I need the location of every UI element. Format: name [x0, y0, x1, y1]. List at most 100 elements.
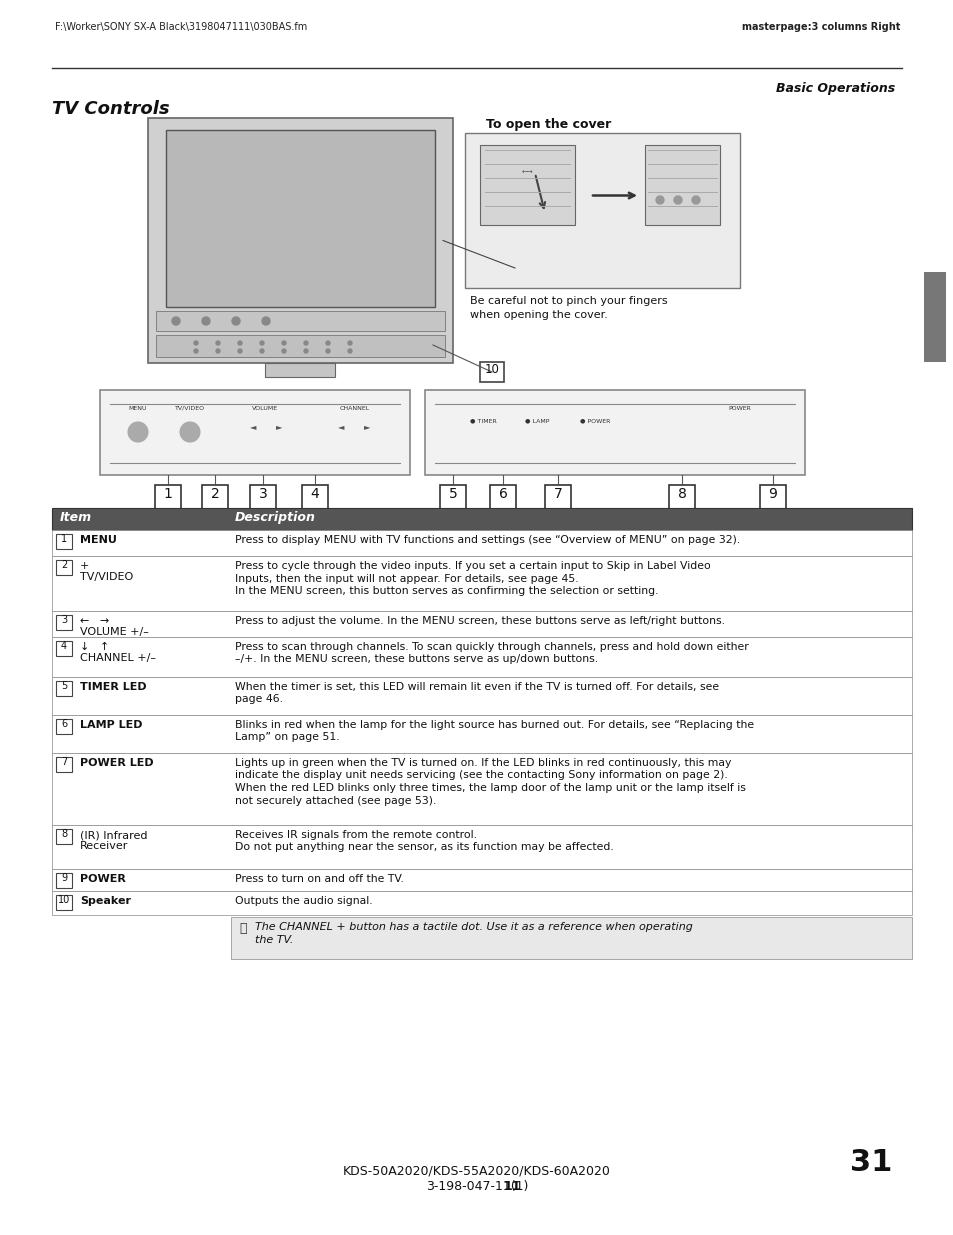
Bar [760, 485, 785, 509]
Text: 10: 10 [58, 895, 71, 905]
Bar [52, 611, 911, 637]
Bar [923, 272, 945, 362]
Text: POWER LED: POWER LED [80, 758, 153, 768]
Circle shape [326, 350, 330, 353]
Circle shape [656, 196, 663, 204]
Bar [355, 417, 377, 436]
Text: Outputs the audio signal.: Outputs the audio signal. [234, 897, 373, 906]
Circle shape [237, 341, 242, 345]
Bar [154, 485, 181, 509]
Text: When the timer is set, this LED will remain lit even if the TV is turned off. Fo: When the timer is set, this LED will rem… [234, 682, 719, 692]
Circle shape [202, 317, 210, 325]
Text: Receiver: Receiver [80, 841, 129, 851]
Bar [52, 869, 911, 890]
Circle shape [326, 341, 330, 345]
Bar [479, 362, 503, 382]
Bar [624, 417, 655, 446]
Text: CHANNEL +/–: CHANNEL +/– [80, 653, 156, 663]
Text: ● TIMER: ● TIMER [470, 417, 497, 424]
Text: ◄: ◄ [250, 422, 256, 431]
Bar [250, 485, 275, 509]
Text: 6: 6 [61, 719, 67, 729]
Text: 5: 5 [448, 487, 456, 501]
Text: TV Controls: TV Controls [52, 100, 170, 119]
Text: 9: 9 [768, 487, 777, 501]
Text: Press to display MENU with TV functions and settings (see “Overview of MENU” on : Press to display MENU with TV functions … [234, 535, 740, 545]
Bar [202, 485, 228, 509]
Bar [231, 918, 911, 960]
Circle shape [193, 341, 198, 345]
Text: indicate the display unit needs servicing (see the contacting Sony information o: indicate the display unit needs servicin… [234, 771, 727, 781]
Text: ←   →: ← → [80, 616, 110, 626]
Bar [644, 144, 720, 225]
Text: ● LAMP: ● LAMP [524, 417, 549, 424]
Text: ◄: ◄ [337, 422, 344, 431]
Bar [156, 311, 444, 331]
Circle shape [304, 341, 308, 345]
Bar [56, 873, 71, 888]
Text: +: + [80, 561, 90, 571]
Text: ←→: ←→ [521, 170, 533, 177]
Bar [490, 485, 516, 509]
Text: 31: 31 [849, 1149, 891, 1177]
FancyBboxPatch shape [713, 426, 765, 458]
Bar [52, 677, 911, 715]
Text: when opening the cover.: when opening the cover. [470, 310, 607, 320]
Text: 8: 8 [677, 487, 686, 501]
Bar [265, 363, 335, 377]
Text: TV/VIDEO: TV/VIDEO [174, 406, 205, 411]
Text: ● POWER: ● POWER [579, 417, 610, 424]
Circle shape [691, 196, 700, 204]
Text: 8: 8 [61, 829, 67, 839]
Text: CHANNEL: CHANNEL [339, 406, 370, 411]
Text: Be careful not to pinch your fingers: Be careful not to pinch your fingers [470, 296, 667, 306]
Circle shape [282, 350, 286, 353]
Bar [242, 417, 264, 436]
Text: Speaker: Speaker [80, 897, 131, 906]
Circle shape [348, 350, 352, 353]
Text: POWER: POWER [80, 874, 126, 884]
Circle shape [180, 422, 200, 442]
Text: Do not put anything near the sensor, as its function may be affected.: Do not put anything near the sensor, as … [234, 842, 613, 852]
Bar [56, 719, 71, 734]
Text: ►: ► [275, 422, 282, 431]
Text: In the MENU screen, this button serves as confirming the selection or setting.: In the MENU screen, this button serves a… [234, 585, 658, 597]
Circle shape [304, 350, 308, 353]
Text: To open the cover: To open the cover [485, 119, 611, 131]
Text: 1: 1 [163, 487, 172, 501]
Text: page 46.: page 46. [234, 694, 283, 704]
Text: TV/VIDEO: TV/VIDEO [80, 572, 133, 582]
Circle shape [215, 350, 220, 353]
Bar [56, 895, 71, 910]
Text: Lights up in green when the TV is turned on. If the LED blinks in red continuous: Lights up in green when the TV is turned… [234, 758, 731, 768]
Bar [479, 144, 575, 225]
Text: Receives IR signals from the remote control.: Receives IR signals from the remote cont… [234, 830, 476, 840]
Text: Press to turn on and off the TV.: Press to turn on and off the TV. [234, 874, 403, 884]
Text: VOLUME: VOLUME [252, 406, 277, 411]
Circle shape [215, 341, 220, 345]
Text: 1: 1 [61, 534, 67, 543]
Bar [156, 335, 444, 357]
Bar [646, 422, 655, 433]
Text: 4: 4 [61, 641, 67, 651]
Text: F:\Worker\SONY SX-A Black\3198047111\030BAS.fm: F:\Worker\SONY SX-A Black\3198047111\030… [55, 22, 307, 32]
Text: 11: 11 [503, 1179, 521, 1193]
Text: 3: 3 [258, 487, 267, 501]
Bar [439, 485, 465, 509]
Circle shape [232, 317, 240, 325]
Text: ℒ: ℒ [239, 923, 246, 935]
Text: TIMER LED: TIMER LED [80, 682, 147, 692]
Text: not securely attached (see page 53).: not securely attached (see page 53). [234, 795, 436, 805]
Text: 7: 7 [553, 487, 561, 501]
Text: 7: 7 [61, 757, 67, 767]
Bar [56, 757, 71, 772]
Circle shape [348, 341, 352, 345]
Bar [56, 534, 71, 550]
Bar [544, 485, 571, 509]
Text: LAMP LED: LAMP LED [80, 720, 142, 730]
Text: KDS-50A2020/KDS-55A2020/KDS-60A2020: KDS-50A2020/KDS-55A2020/KDS-60A2020 [343, 1165, 610, 1178]
Bar [52, 825, 911, 869]
Bar [668, 485, 695, 509]
Bar [52, 508, 911, 530]
Text: ►: ► [363, 422, 370, 431]
